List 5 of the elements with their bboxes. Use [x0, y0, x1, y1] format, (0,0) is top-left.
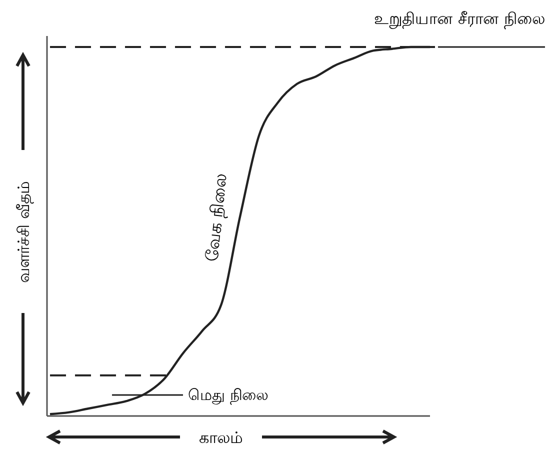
annotation: வேக நிலை [202, 172, 233, 263]
y-axis-title: வளர்ச்சி வீதம் [14, 180, 33, 284]
x-axis-title: காலம் [199, 428, 243, 447]
text: உறுதியான சீரான நிலை [374, 9, 545, 29]
annotation: மெது நிலை [188, 386, 268, 404]
